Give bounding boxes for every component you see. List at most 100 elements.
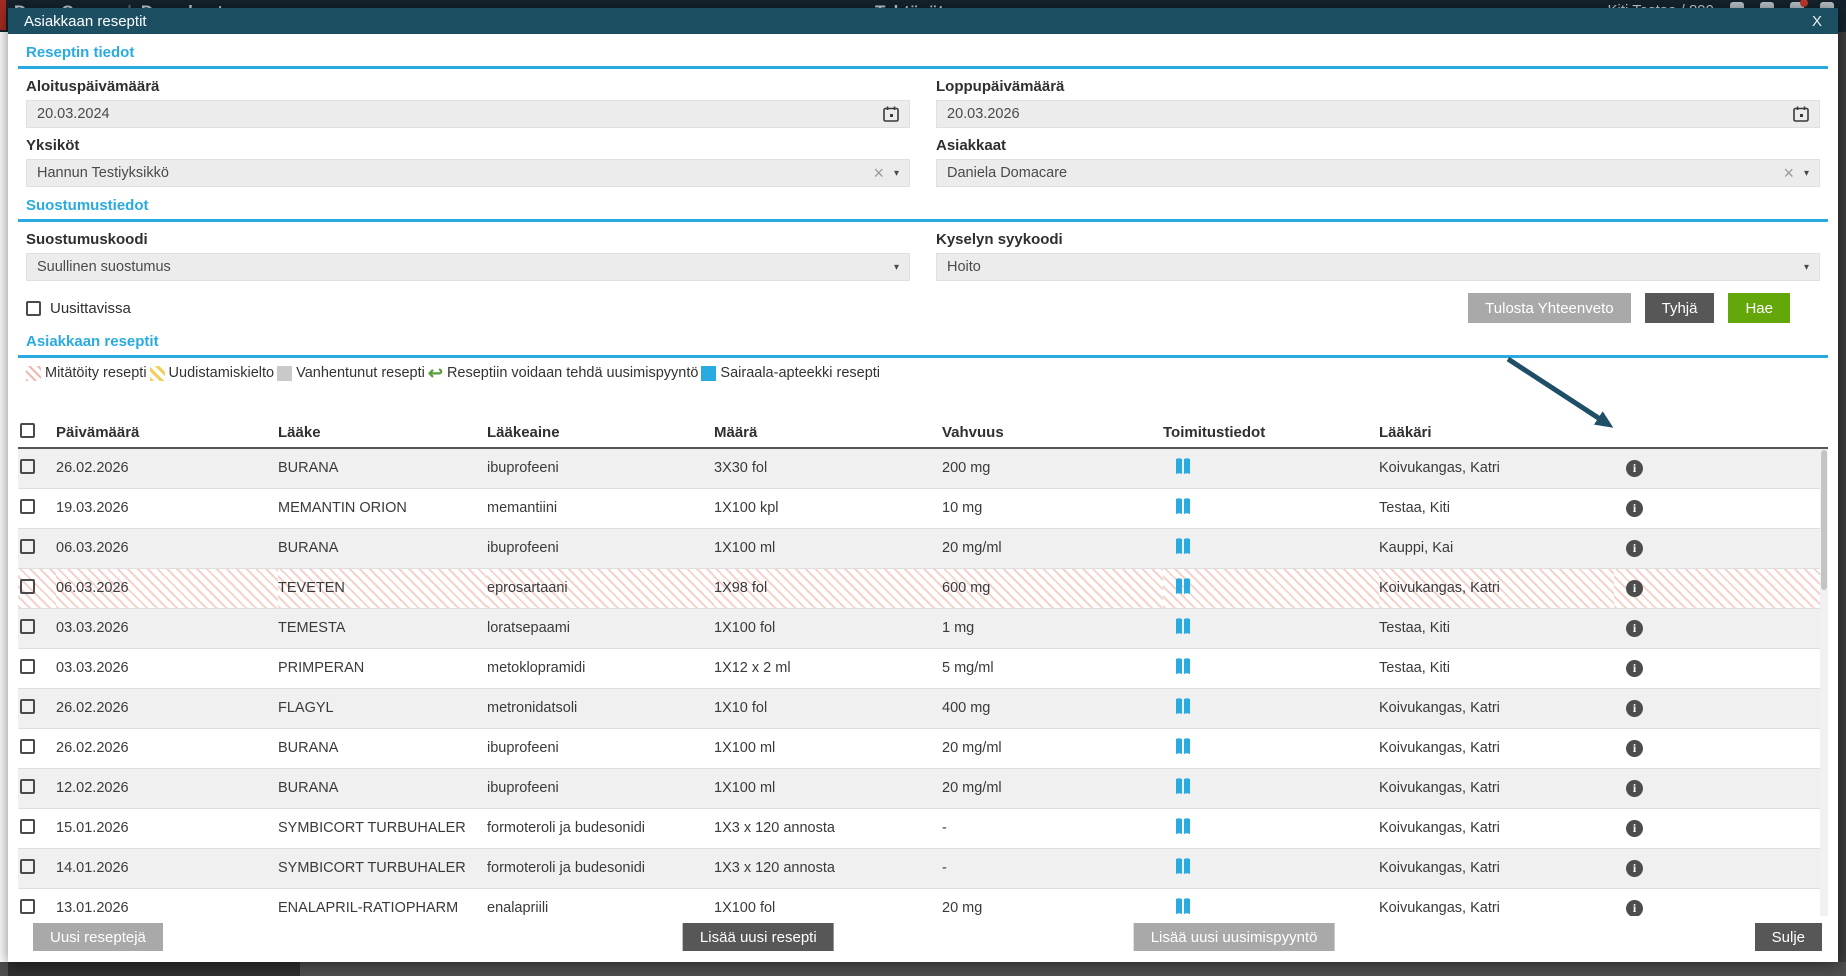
delivery-info-book-icon[interactable] (1175, 777, 1191, 796)
table-row[interactable]: 26.02.2026 BURANA ibuprofeeni 3X30 fol 2… (18, 448, 1828, 489)
column-header-date[interactable]: Päivämäärä (56, 418, 278, 449)
close-button[interactable]: Sulje (1754, 923, 1822, 951)
select-all-checkbox[interactable] (20, 423, 35, 438)
info-icon[interactable]: i (1626, 779, 1643, 797)
cell-doctor: Koivukangas, Katri (1379, 888, 1614, 916)
info-icon[interactable]: i (1626, 859, 1643, 877)
delivery-info-book-icon[interactable] (1175, 897, 1191, 916)
chevron-down-icon[interactable]: ▾ (893, 167, 899, 179)
solid-blue-legend-icon (701, 365, 717, 381)
delivery-info-book-icon[interactable] (1175, 657, 1191, 676)
column-header-amount[interactable]: Määrä (714, 418, 942, 449)
table-row[interactable]: 06.03.2026 TEVETEN eprosartaani 1X98 fol… (18, 568, 1828, 609)
delivery-info-book-icon[interactable] (1175, 497, 1191, 516)
info-icon[interactable]: i (1626, 739, 1643, 757)
page-edge-strip (1838, 32, 1846, 962)
cell-doctor: Testaa, Kiti (1379, 648, 1614, 689)
table-row[interactable]: 19.03.2026 MEMANTIN ORION memantiini 1X1… (18, 488, 1828, 529)
cell-date: 06.03.2026 (56, 528, 278, 569)
calendar-icon[interactable] (1793, 106, 1809, 122)
row-checkbox[interactable] (20, 858, 35, 874)
legend-label: Sairaala-apteekki resepti (720, 365, 881, 381)
table-row[interactable]: 06.03.2026 BURANA ibuprofeeni 1X100 ml 2… (18, 528, 1828, 569)
delivery-info-book-icon[interactable] (1175, 457, 1191, 476)
page-background-strip (0, 962, 1846, 976)
customers-select[interactable]: Daniela Domacare × ▾ (936, 159, 1820, 187)
cell-amount: 1X3 x 120 annosta (714, 848, 942, 889)
delivery-info-book-icon[interactable] (1175, 617, 1191, 636)
row-checkbox[interactable] (20, 818, 35, 834)
cell-amount: 1X12 x 2 ml (714, 648, 942, 689)
row-checkbox[interactable] (20, 578, 35, 594)
consent-code-select[interactable]: Suullinen suostumus ▾ (26, 253, 910, 281)
green-arrow-legend-icon: ↩ (427, 362, 443, 383)
table-row[interactable]: 14.01.2026 SYMBICORT TURBUHALER formoter… (18, 848, 1828, 889)
delivery-info-book-icon[interactable] (1175, 737, 1191, 756)
row-checkbox[interactable] (20, 738, 35, 754)
column-header-substance[interactable]: Lääkeaine (487, 418, 714, 449)
renewable-checkbox[interactable] (26, 300, 41, 316)
row-checkbox[interactable] (20, 778, 35, 794)
row-checkbox[interactable] (20, 618, 35, 634)
column-header-delivery[interactable]: Toimitustiedot (1163, 418, 1379, 449)
table-row[interactable]: 26.02.2026 FLAGYL metronidatsoli 1X10 fo… (18, 688, 1828, 729)
scrollbar-thumb[interactable] (1821, 450, 1827, 590)
info-icon[interactable]: i (1626, 819, 1643, 837)
info-icon[interactable]: i (1626, 579, 1643, 597)
delivery-info-book-icon[interactable] (1175, 537, 1191, 556)
delivery-info-book-icon[interactable] (1175, 697, 1191, 716)
table-row[interactable]: 13.01.2026 ENALAPRIL-RATIOPHARM enalapri… (18, 888, 1828, 916)
row-checkbox[interactable] (20, 698, 35, 714)
chevron-down-icon[interactable]: ▾ (1803, 261, 1809, 273)
column-header-strength[interactable]: Vahvuus (942, 418, 1163, 449)
info-icon[interactable]: i (1626, 699, 1643, 717)
row-checkbox[interactable] (20, 658, 35, 674)
app-logo-edge (0, 0, 6, 30)
column-header-drug[interactable]: Lääke (278, 418, 487, 449)
add-renewal-request-button[interactable]: Lisää uusi uusimispyyntö (1133, 923, 1335, 951)
add-prescription-button[interactable]: Lisää uusi resepti (682, 923, 834, 951)
table-row[interactable]: 26.02.2026 BURANA ibuprofeeni 1X100 ml 2… (18, 728, 1828, 769)
cell-substance: loratsepaami (487, 608, 714, 649)
info-icon[interactable]: i (1626, 499, 1643, 517)
cell-drug: FLAGYL (278, 688, 487, 729)
clear-icon[interactable]: × (1783, 163, 1794, 183)
cell-doctor: Koivukangas, Katri (1379, 568, 1614, 609)
print-summary-button[interactable]: Tulosta Yhteenveto (1468, 293, 1631, 323)
row-checkbox[interactable] (20, 498, 35, 514)
start-date-input[interactable]: 20.03.2024 (26, 100, 910, 128)
table-row[interactable]: 15.01.2026 SYMBICORT TURBUHALER formoter… (18, 808, 1828, 849)
table-row[interactable]: 03.03.2026 PRIMPERAN metoklopramidi 1X12… (18, 648, 1828, 689)
search-button[interactable]: Hae (1728, 293, 1790, 323)
table-scrollbar[interactable] (1820, 450, 1828, 916)
new-prescriptions-button[interactable]: Uusi reseptejä (33, 923, 163, 951)
query-reason-select[interactable]: Hoito ▾ (936, 253, 1820, 281)
cell-drug: BURANA (278, 528, 487, 569)
table-row[interactable]: 12.02.2026 BURANA ibuprofeeni 1X100 ml 2… (18, 768, 1828, 809)
delivery-info-book-icon[interactable] (1175, 857, 1191, 876)
cell-doctor: Koivukangas, Katri (1379, 768, 1614, 809)
delivery-info-book-icon[interactable] (1175, 817, 1191, 836)
chevron-down-icon[interactable]: ▾ (893, 261, 899, 273)
end-date-input[interactable]: 20.03.2026 (936, 100, 1820, 128)
info-icon[interactable]: i (1626, 899, 1643, 916)
calendar-icon[interactable] (883, 106, 899, 122)
info-icon[interactable]: i (1626, 539, 1643, 557)
row-checkbox[interactable] (20, 538, 35, 554)
info-icon[interactable]: i (1626, 459, 1643, 477)
row-checkbox[interactable] (20, 458, 35, 474)
delivery-info-book-icon[interactable] (1175, 577, 1191, 596)
cell-substance: metoklopramidi (487, 648, 714, 689)
close-icon[interactable]: X (1811, 12, 1822, 30)
info-icon[interactable]: i (1626, 659, 1643, 677)
table-row[interactable]: 03.03.2026 TEMESTA loratsepaami 1X100 fo… (18, 608, 1828, 649)
clear-icon[interactable]: × (873, 163, 884, 183)
row-checkbox[interactable] (20, 898, 35, 914)
info-icon[interactable]: i (1626, 619, 1643, 637)
prescriptions-table: Päivämäärä Lääke Lääkeaine Määrä Vahvuus… (18, 418, 1828, 916)
column-header-doctor[interactable]: Lääkäri (1379, 418, 1614, 449)
units-select[interactable]: Hannun Testiyksikkö × ▾ (26, 159, 910, 187)
cell-substance: eprosartaani (487, 568, 714, 609)
chevron-down-icon[interactable]: ▾ (1803, 167, 1809, 179)
clear-button[interactable]: Tyhjä (1644, 293, 1715, 323)
